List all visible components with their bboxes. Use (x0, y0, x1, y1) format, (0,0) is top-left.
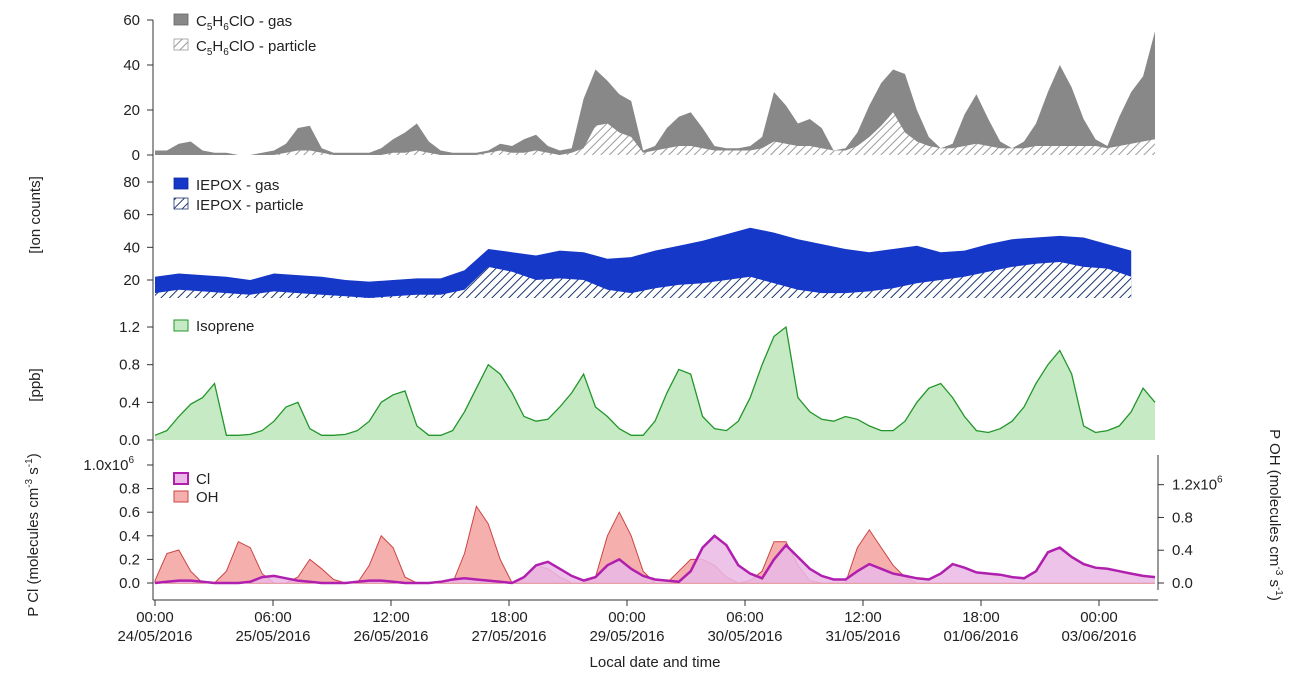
y-tick-label: 0.2 (119, 551, 140, 568)
cl-area (155, 535, 1155, 583)
c5h6clo-gas-area (155, 31, 1155, 155)
legend-swatch-isoprene (173, 319, 189, 332)
c5h6clo-legend: C5H6ClO - gas C5H6ClO - particle (173, 13, 316, 58)
x-tick-time-label: 18:00 (962, 609, 1000, 626)
y-right-tick-label: 1.2x106 (1172, 475, 1223, 494)
x-tick-time-label: 18:00 (490, 609, 528, 626)
y-tick-label: 60 (123, 12, 140, 29)
x-tick-date-label: 27/05/2016 (471, 628, 546, 645)
y-tick-label: 80 (123, 174, 140, 191)
ppb-ylabel: [ppb] (27, 368, 44, 401)
c5h6clo-panel (155, 31, 1155, 155)
y-tick-label: 40 (123, 239, 140, 256)
x-tick-date-label: 29/05/2016 (589, 628, 664, 645)
x-tick-date-label: 26/05/2016 (353, 628, 428, 645)
y-tick-label: 60 (123, 207, 140, 224)
legend-swatch-particle (173, 38, 189, 51)
isoprene-panel (154, 325, 1156, 440)
production-panel (154, 505, 1156, 585)
y-tick-label: 0 (132, 147, 140, 164)
oh-area (154, 505, 1155, 584)
x-tick-time-label: 00:00 (1080, 609, 1118, 626)
iepox-particle-area (155, 262, 1132, 298)
legend-isoprene: Isoprene (196, 318, 254, 335)
y-tick-label: 0.4 (119, 394, 140, 411)
y-right-tick-label: 0.8 (1172, 509, 1193, 526)
x-tick-date-label: 03/06/2016 (1061, 628, 1136, 645)
x-tick-time-label: 00:00 (608, 609, 646, 626)
x-tick-time-label: 12:00 (372, 609, 410, 626)
x-tick-time-label: 06:00 (254, 609, 292, 626)
y-tick-label: 20 (123, 102, 140, 119)
y-tick-label: 0.6 (119, 504, 140, 521)
iepox-panel (155, 227, 1132, 298)
x-tick-time-label: 00:00 (136, 609, 174, 626)
y-tick-label: 1.2 (119, 319, 140, 336)
legend-swatch-cl (173, 472, 189, 485)
x-tick-time-label: 06:00 (726, 609, 764, 626)
y-tick-label: 0.8 (119, 481, 140, 498)
x-tick-date-label: 30/05/2016 (707, 628, 782, 645)
x-tick-date-label: 24/05/2016 (117, 628, 192, 645)
legend-cl: Cl (196, 471, 210, 488)
c5h6clo-particle-area (155, 112, 1155, 155)
isoprene-legend: Isoprene (173, 318, 254, 335)
production-legend: Cl OH (173, 471, 219, 506)
legend-swatch-gas (173, 13, 189, 26)
iepox-legend: IEPOX - gas IEPOX - particle (173, 177, 304, 214)
legend-c5h6clo-gas: C5H6ClO - gas (196, 13, 292, 33)
ion-counts-ylabel: [Ion counts] (27, 176, 44, 254)
y-right-tick-label: 0.0 (1172, 575, 1193, 592)
x-tick-date-label: 25/05/2016 (235, 628, 310, 645)
x-tick-time-label: 12:00 (844, 609, 882, 626)
x-axis-label: Local date and time (590, 654, 721, 671)
iepox-gas-area (155, 227, 1132, 298)
y-tick-label: 0.0 (119, 575, 140, 592)
isoprene-area (155, 327, 1155, 440)
y-tick-label: 0.0 (119, 432, 140, 449)
y-tick-label: 40 (123, 57, 140, 74)
x-tick-date-label: 01/06/2016 (943, 628, 1018, 645)
legend-iepox-particle: IEPOX - particle (196, 197, 304, 214)
x-tick-date-label: 31/05/2016 (825, 628, 900, 645)
isoprene-line (154, 325, 1156, 436)
y-tick-label: 20 (123, 272, 140, 289)
y-tick-label: 0.4 (119, 528, 140, 545)
legend-swatch-iepox-particle (173, 197, 189, 210)
y-right-tick-label: 0.4 (1172, 542, 1193, 559)
legend-iepox-gas: IEPOX - gas (196, 177, 279, 194)
y-tick-label: 0.8 (119, 357, 140, 374)
pcl-ylabel: P Cl (molecules cm-3 s-1) (24, 453, 42, 616)
cl-line (154, 534, 1156, 585)
legend-oh: OH (196, 489, 219, 506)
legend-swatch-oh (173, 490, 189, 503)
legend-swatch-iepox-gas (173, 177, 189, 190)
poh-ylabel: P OH (molecules cm-3 s-1) (1266, 429, 1284, 601)
legend-c5h6clo-particle: C5H6ClO - particle (196, 38, 316, 58)
y-tick-label: 1.0x106 (83, 455, 134, 474)
